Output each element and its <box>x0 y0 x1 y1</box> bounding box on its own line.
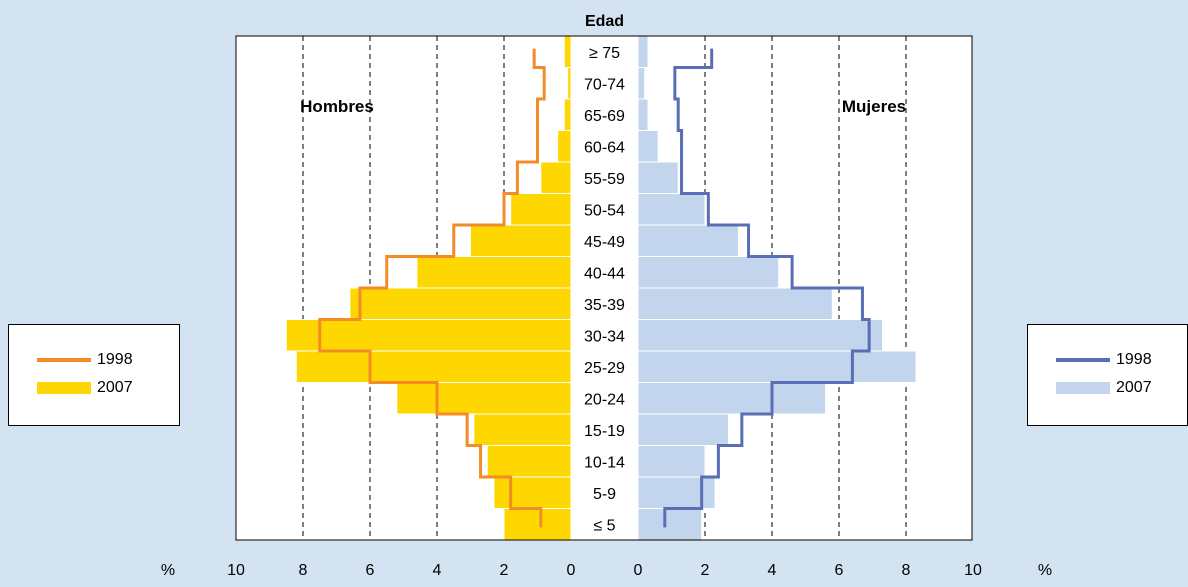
tick-hombres-8: 8 <box>299 562 308 579</box>
age-label-1: 70-74 <box>584 76 625 93</box>
bar-mujeres-2007-8 <box>637 287 833 320</box>
bar-mujeres-2007-15 <box>637 508 703 541</box>
age-label-13: 10-14 <box>584 454 625 471</box>
legend-hombres-1998-swatch <box>37 358 91 362</box>
tick-hombres-0: 0 <box>567 562 576 579</box>
age-label-0: ≥ 75 <box>589 45 620 62</box>
legend-mujeres: 1998 2007 <box>1027 324 1188 426</box>
age-label-4: 55-59 <box>584 171 625 188</box>
panel-label-mujeres: Mujeres <box>842 97 906 116</box>
bar-mujeres-2007-14 <box>637 476 716 509</box>
legend-mujeres-2007-swatch <box>1056 382 1110 394</box>
bar-mujeres-2007-11 <box>637 382 827 415</box>
bar-mujeres-2007-4 <box>637 161 679 194</box>
bar-hombres-2007-0 <box>563 35 572 68</box>
bar-hombres-2007-9 <box>285 319 572 352</box>
bar-mujeres-2007-5 <box>637 193 706 226</box>
legend-mujeres-2007-label: 2007 <box>1116 379 1152 396</box>
line-mujeres-1998 <box>663 48 871 528</box>
bar-hombres-2007-12 <box>473 413 572 446</box>
bar-hombres-2007-13 <box>486 445 572 478</box>
tick-mujeres-0: 0 <box>634 562 643 579</box>
tick-mujeres-6: 6 <box>835 562 844 579</box>
tick-mujeres-10: 10 <box>964 562 982 579</box>
age-label-7: 40-44 <box>584 265 625 282</box>
age-label-10: 25-29 <box>584 360 625 377</box>
bar-hombres-2007-11 <box>396 382 572 415</box>
bar-hombres-2007-1 <box>567 67 572 100</box>
unit-label-left: % <box>161 562 175 579</box>
bar-hombres-2007-3 <box>557 130 572 163</box>
age-label-3: 60-64 <box>584 139 625 156</box>
tick-mujeres-8: 8 <box>902 562 911 579</box>
tick-mujeres-4: 4 <box>768 562 777 579</box>
line-hombres-1998 <box>318 48 546 528</box>
age-label-9: 30-34 <box>584 328 625 345</box>
bar-hombres-2007-10 <box>295 350 572 383</box>
bar-hombres-2007-6 <box>470 224 572 257</box>
bar-hombres-2007-4 <box>540 161 572 194</box>
age-label-6: 45-49 <box>584 234 625 251</box>
age-label-5: 50-54 <box>584 202 625 219</box>
legend-hombres-2007-swatch <box>37 382 91 394</box>
age-label-2: 65-69 <box>584 108 625 125</box>
bar-mujeres-2007-9 <box>637 319 884 352</box>
bar-mujeres-2007-3 <box>637 130 659 163</box>
bar-mujeres-2007-2 <box>637 98 649 131</box>
age-label-8: 35-39 <box>584 297 625 314</box>
tick-hombres-2: 2 <box>500 562 509 579</box>
bar-mujeres-2007-12 <box>637 413 729 446</box>
bar-hombres-2007-15 <box>503 508 572 541</box>
bar-mujeres-2007-1 <box>637 67 646 100</box>
age-label-14: 5-9 <box>593 486 616 503</box>
age-label-15: ≤ 5 <box>593 517 615 534</box>
age-axis-title: Edad <box>585 13 624 30</box>
tick-hombres-4: 4 <box>433 562 442 579</box>
bar-mujeres-2007-7 <box>637 256 780 289</box>
tick-hombres-6: 6 <box>366 562 375 579</box>
bar-hombres-2007-5 <box>510 193 572 226</box>
legend-hombres-1998-label: 1998 <box>97 351 133 368</box>
bar-mujeres-2007-0 <box>637 35 649 68</box>
panel-label-hombres: Hombres <box>300 97 374 116</box>
bar-hombres-2007-2 <box>563 98 572 131</box>
tick-mujeres-2: 2 <box>701 562 710 579</box>
legend-mujeres-1998-swatch <box>1056 358 1110 362</box>
age-label-12: 15-19 <box>584 423 625 440</box>
plot-frame <box>235 35 973 541</box>
unit-label-right: % <box>1038 562 1052 579</box>
bar-hombres-2007-14 <box>493 476 572 509</box>
bar-mujeres-2007-13 <box>637 445 706 478</box>
bar-hombres-2007-8 <box>349 287 572 320</box>
bar-mujeres-2007-6 <box>637 224 739 257</box>
bar-mujeres-2007-10 <box>637 350 917 383</box>
legend-hombres: 1998 2007 <box>8 324 180 426</box>
bar-hombres-2007-7 <box>416 256 572 289</box>
legend-hombres-2007-label: 2007 <box>97 379 133 396</box>
tick-hombres-10: 10 <box>227 562 245 579</box>
age-label-11: 20-24 <box>584 391 625 408</box>
legend-mujeres-1998-label: 1998 <box>1116 351 1152 368</box>
